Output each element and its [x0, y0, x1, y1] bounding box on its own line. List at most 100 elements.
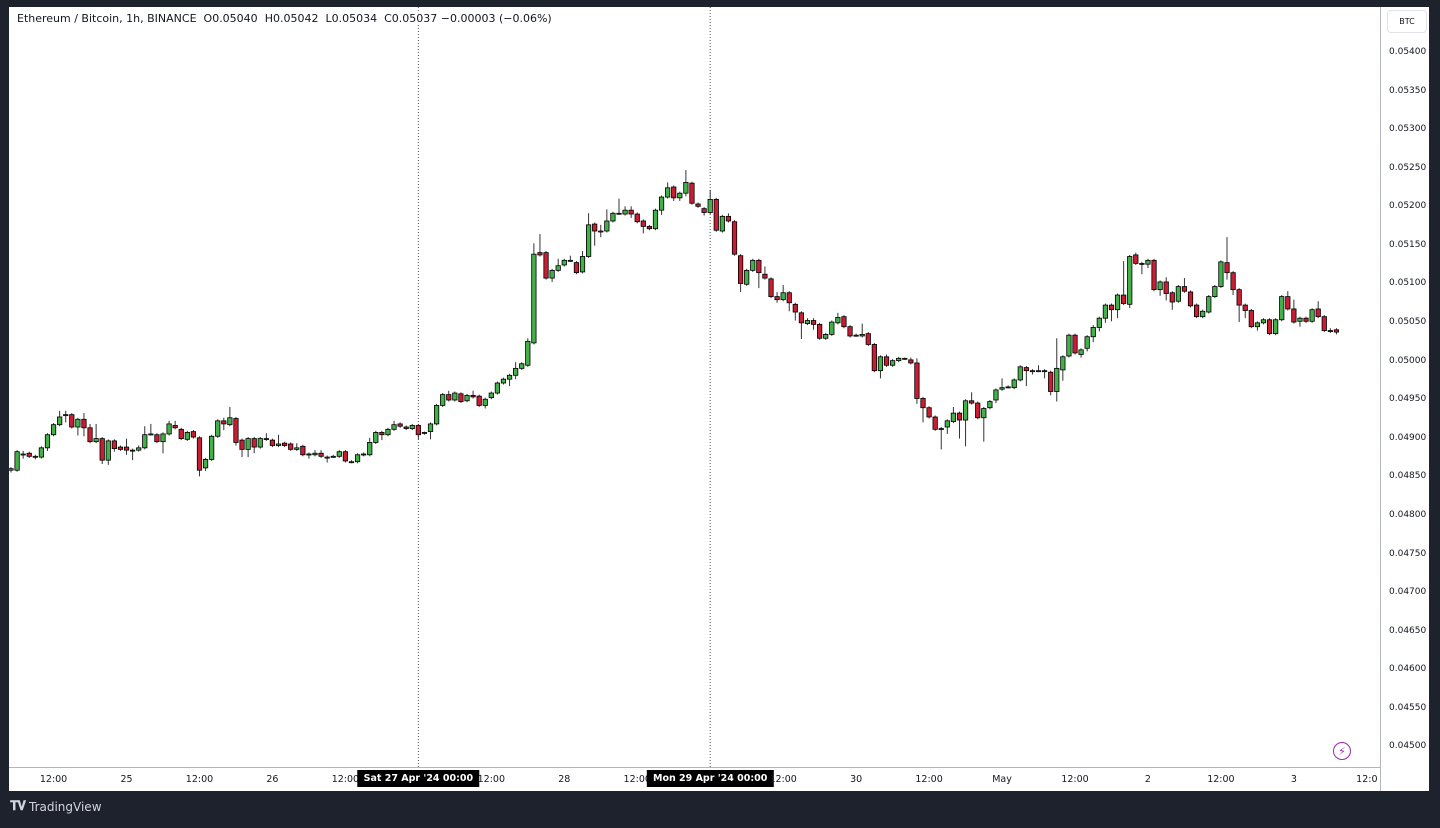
candle-body — [531, 253, 537, 344]
candle-down — [251, 437, 257, 454]
candle-up — [1254, 321, 1260, 331]
candle-up — [987, 399, 993, 410]
price-tick-label: 0.04650 — [1389, 625, 1427, 636]
candle-up — [859, 323, 865, 338]
candle-body — [20, 453, 26, 456]
candle-body — [221, 420, 227, 425]
candle-body — [1266, 319, 1273, 335]
legend-change: −0.00003 (−0.06%) — [440, 12, 552, 25]
candle-body — [111, 440, 117, 450]
candle-body — [409, 425, 415, 429]
candle-down — [920, 396, 926, 423]
candle-up — [312, 450, 318, 457]
symbol-title[interactable]: Ethereum / Bitcoin, 1h, BINANCE — [17, 12, 197, 25]
candle-body — [1157, 281, 1163, 291]
candle-body — [1114, 294, 1121, 311]
candle-body — [415, 425, 421, 436]
candle-body — [123, 446, 130, 451]
time-axis[interactable]: 12:00 25 12:00 26 12:00 Sat 27 Apr '24 00:00 1… — [9, 767, 1380, 792]
candle-body — [306, 453, 312, 456]
time-tick-label: 12:00 — [39, 774, 68, 785]
candle-up — [1206, 295, 1212, 314]
candle-body — [798, 312, 805, 324]
candle-body — [1194, 304, 1200, 318]
candle-body — [932, 416, 938, 430]
candle-body — [427, 423, 434, 433]
candle-down — [379, 430, 385, 441]
candle-body — [275, 443, 282, 446]
candle-up — [105, 439, 111, 465]
candle-body — [312, 452, 318, 456]
candle-up — [1102, 303, 1108, 323]
candle-down — [956, 411, 963, 439]
price-axis[interactable]: BTC 0.05400 0.05350 0.05300 0.05250 0.05200 0… — [1380, 7, 1430, 791]
candle-up — [1145, 258, 1151, 269]
candle-up — [130, 448, 136, 461]
candle-down — [318, 450, 324, 458]
candle-body — [1285, 296, 1291, 310]
candle-down — [774, 291, 780, 303]
candle-body — [482, 398, 488, 406]
candle-body — [701, 208, 707, 213]
candle-body — [744, 269, 750, 285]
price-tick-label: 0.05250 — [1389, 162, 1427, 173]
candle-up — [361, 452, 367, 457]
candle-body — [1048, 371, 1054, 392]
candle-body — [1309, 309, 1315, 322]
candle-up — [944, 419, 950, 434]
candle-up — [999, 378, 1005, 391]
candle-body — [665, 187, 671, 198]
price-tick-label: 0.04950 — [1389, 394, 1427, 405]
candle-body — [446, 394, 452, 401]
candle-body — [1035, 370, 1042, 373]
candle-body — [130, 449, 136, 452]
candle-down — [1321, 315, 1327, 333]
candle-up — [829, 320, 835, 336]
candle-down — [731, 220, 738, 256]
candle-up — [513, 362, 519, 380]
candle-down — [1333, 328, 1340, 335]
tradingview-brand[interactable]: 𝐓𝐕 TradingView — [10, 799, 102, 814]
price-tick-label: 0.05350 — [1389, 85, 1427, 96]
price-tick-label: 0.04850 — [1389, 471, 1427, 482]
candle-down — [1163, 277, 1169, 301]
candle-down — [172, 420, 178, 430]
candle-up — [136, 445, 142, 452]
candle-up — [275, 434, 282, 448]
candle-body — [336, 451, 342, 457]
candle-up — [780, 285, 786, 302]
candle-down — [1285, 291, 1291, 311]
price-tick-label: 0.04800 — [1389, 509, 1427, 520]
lightning-icon[interactable]: ⚡ — [1333, 742, 1351, 760]
candle-down — [26, 451, 32, 458]
candle-body — [780, 292, 786, 301]
candle-body — [841, 316, 847, 328]
chart-plot-area[interactable]: Ethereum / Bitcoin, 1h, BINANCE O0.05040… — [9, 7, 1380, 767]
candle-body — [172, 425, 178, 429]
candle-up — [427, 422, 434, 440]
candle-body — [640, 220, 646, 227]
candle-body — [683, 182, 689, 194]
candle-body — [616, 212, 622, 215]
candle-body — [993, 389, 999, 401]
candle-body — [245, 438, 251, 450]
candle-up — [367, 437, 373, 457]
currency-button[interactable]: BTC — [1387, 10, 1427, 33]
candle-body — [713, 198, 719, 231]
candle-up — [622, 206, 628, 216]
tradingview-logo-icon: 𝐓𝐕 — [10, 799, 26, 814]
candle-body — [1023, 367, 1029, 372]
time-tick-label: 12:00 — [1207, 774, 1235, 785]
candle-body — [871, 344, 877, 372]
crosshair-time-label: Sat 27 Apr '24 00:00 — [357, 770, 480, 787]
candle-body — [658, 196, 665, 211]
candle-down — [1108, 303, 1115, 322]
time-tick-label: 12:00 — [477, 774, 506, 785]
candle-up — [464, 393, 470, 403]
candle-up — [44, 433, 51, 451]
legend-high: H0.05042 — [264, 12, 319, 25]
candle-body — [999, 387, 1005, 390]
candle-body — [1315, 308, 1321, 318]
candle-body — [975, 402, 981, 419]
candle-body — [318, 452, 324, 457]
